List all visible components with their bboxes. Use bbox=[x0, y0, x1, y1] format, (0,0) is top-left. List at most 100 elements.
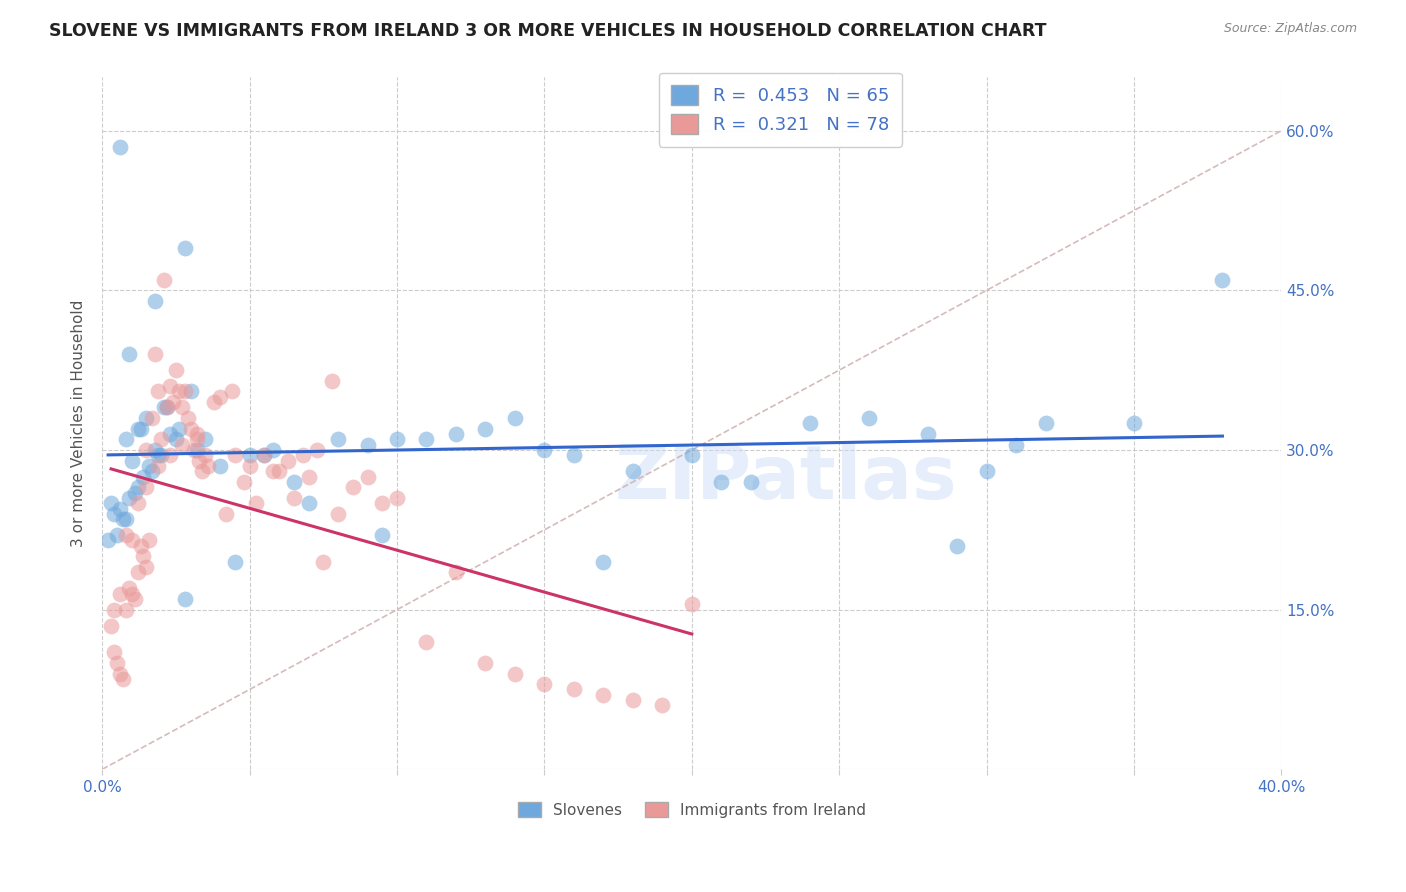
Point bbox=[740, 475, 762, 489]
Point bbox=[562, 682, 585, 697]
Point bbox=[385, 433, 408, 447]
Point bbox=[143, 442, 166, 457]
Point bbox=[307, 442, 329, 457]
Point bbox=[124, 592, 146, 607]
Point bbox=[342, 480, 364, 494]
Point bbox=[132, 469, 155, 483]
Point bbox=[159, 379, 181, 393]
Point bbox=[180, 422, 202, 436]
Point bbox=[132, 549, 155, 564]
Point bbox=[186, 433, 208, 447]
Point bbox=[221, 384, 243, 399]
Point bbox=[118, 347, 141, 361]
Point bbox=[148, 448, 170, 462]
Point bbox=[138, 458, 160, 473]
Point bbox=[167, 384, 190, 399]
Point bbox=[1123, 417, 1146, 431]
Text: Source: ZipAtlas.com: Source: ZipAtlas.com bbox=[1223, 22, 1357, 36]
Point bbox=[356, 469, 378, 483]
Point bbox=[503, 411, 526, 425]
Point bbox=[111, 672, 134, 686]
Point bbox=[283, 475, 305, 489]
Point bbox=[799, 417, 821, 431]
Point bbox=[141, 464, 163, 478]
Point bbox=[180, 384, 202, 399]
Point bbox=[297, 469, 319, 483]
Point bbox=[103, 602, 125, 616]
Point bbox=[371, 528, 394, 542]
Point bbox=[103, 645, 125, 659]
Point bbox=[224, 555, 246, 569]
Point bbox=[262, 464, 284, 478]
Point bbox=[148, 458, 170, 473]
Point bbox=[681, 448, 703, 462]
Point bbox=[1211, 273, 1233, 287]
Point bbox=[253, 448, 276, 462]
Point bbox=[371, 496, 394, 510]
Point bbox=[108, 139, 131, 153]
Point bbox=[976, 464, 998, 478]
Point bbox=[105, 528, 128, 542]
Point bbox=[209, 390, 232, 404]
Point bbox=[232, 475, 254, 489]
Point bbox=[415, 634, 437, 648]
Point bbox=[239, 458, 262, 473]
Point bbox=[170, 437, 193, 451]
Point bbox=[592, 555, 614, 569]
Point bbox=[283, 491, 305, 505]
Point bbox=[209, 458, 232, 473]
Point bbox=[129, 539, 152, 553]
Point bbox=[135, 480, 157, 494]
Point bbox=[105, 656, 128, 670]
Point bbox=[245, 496, 267, 510]
Point bbox=[108, 587, 131, 601]
Point bbox=[114, 602, 136, 616]
Point bbox=[100, 496, 122, 510]
Point bbox=[165, 363, 187, 377]
Point bbox=[321, 374, 343, 388]
Point bbox=[150, 433, 173, 447]
Point bbox=[592, 688, 614, 702]
Point bbox=[503, 666, 526, 681]
Point bbox=[118, 582, 141, 596]
Point bbox=[946, 539, 969, 553]
Point bbox=[135, 411, 157, 425]
Point bbox=[170, 401, 193, 415]
Point bbox=[173, 592, 195, 607]
Point bbox=[100, 618, 122, 632]
Point bbox=[681, 597, 703, 611]
Text: SLOVENE VS IMMIGRANTS FROM IRELAND 3 OR MORE VEHICLES IN HOUSEHOLD CORRELATION C: SLOVENE VS IMMIGRANTS FROM IRELAND 3 OR … bbox=[49, 22, 1046, 40]
Point bbox=[148, 384, 170, 399]
Point bbox=[474, 422, 496, 436]
Point bbox=[415, 433, 437, 447]
Point bbox=[194, 448, 217, 462]
Point bbox=[118, 491, 141, 505]
Point bbox=[312, 555, 335, 569]
Point bbox=[533, 677, 555, 691]
Point bbox=[135, 560, 157, 574]
Point bbox=[173, 384, 195, 399]
Point bbox=[165, 433, 187, 447]
Point bbox=[1035, 417, 1057, 431]
Point bbox=[239, 448, 262, 462]
Y-axis label: 3 or more Vehicles in Household: 3 or more Vehicles in Household bbox=[72, 300, 86, 547]
Point bbox=[277, 453, 299, 467]
Point bbox=[444, 427, 467, 442]
Point bbox=[111, 512, 134, 526]
Point bbox=[159, 448, 181, 462]
Point bbox=[156, 401, 179, 415]
Point bbox=[156, 401, 179, 415]
Point bbox=[291, 448, 314, 462]
Point bbox=[121, 453, 143, 467]
Point bbox=[186, 442, 208, 457]
Point bbox=[326, 507, 349, 521]
Point bbox=[114, 528, 136, 542]
Point bbox=[202, 395, 225, 409]
Point bbox=[224, 448, 246, 462]
Point bbox=[127, 566, 149, 580]
Text: ZIPatlas: ZIPatlas bbox=[614, 442, 957, 516]
Point bbox=[183, 442, 205, 457]
Point bbox=[1005, 437, 1028, 451]
Point bbox=[108, 501, 131, 516]
Point bbox=[127, 422, 149, 436]
